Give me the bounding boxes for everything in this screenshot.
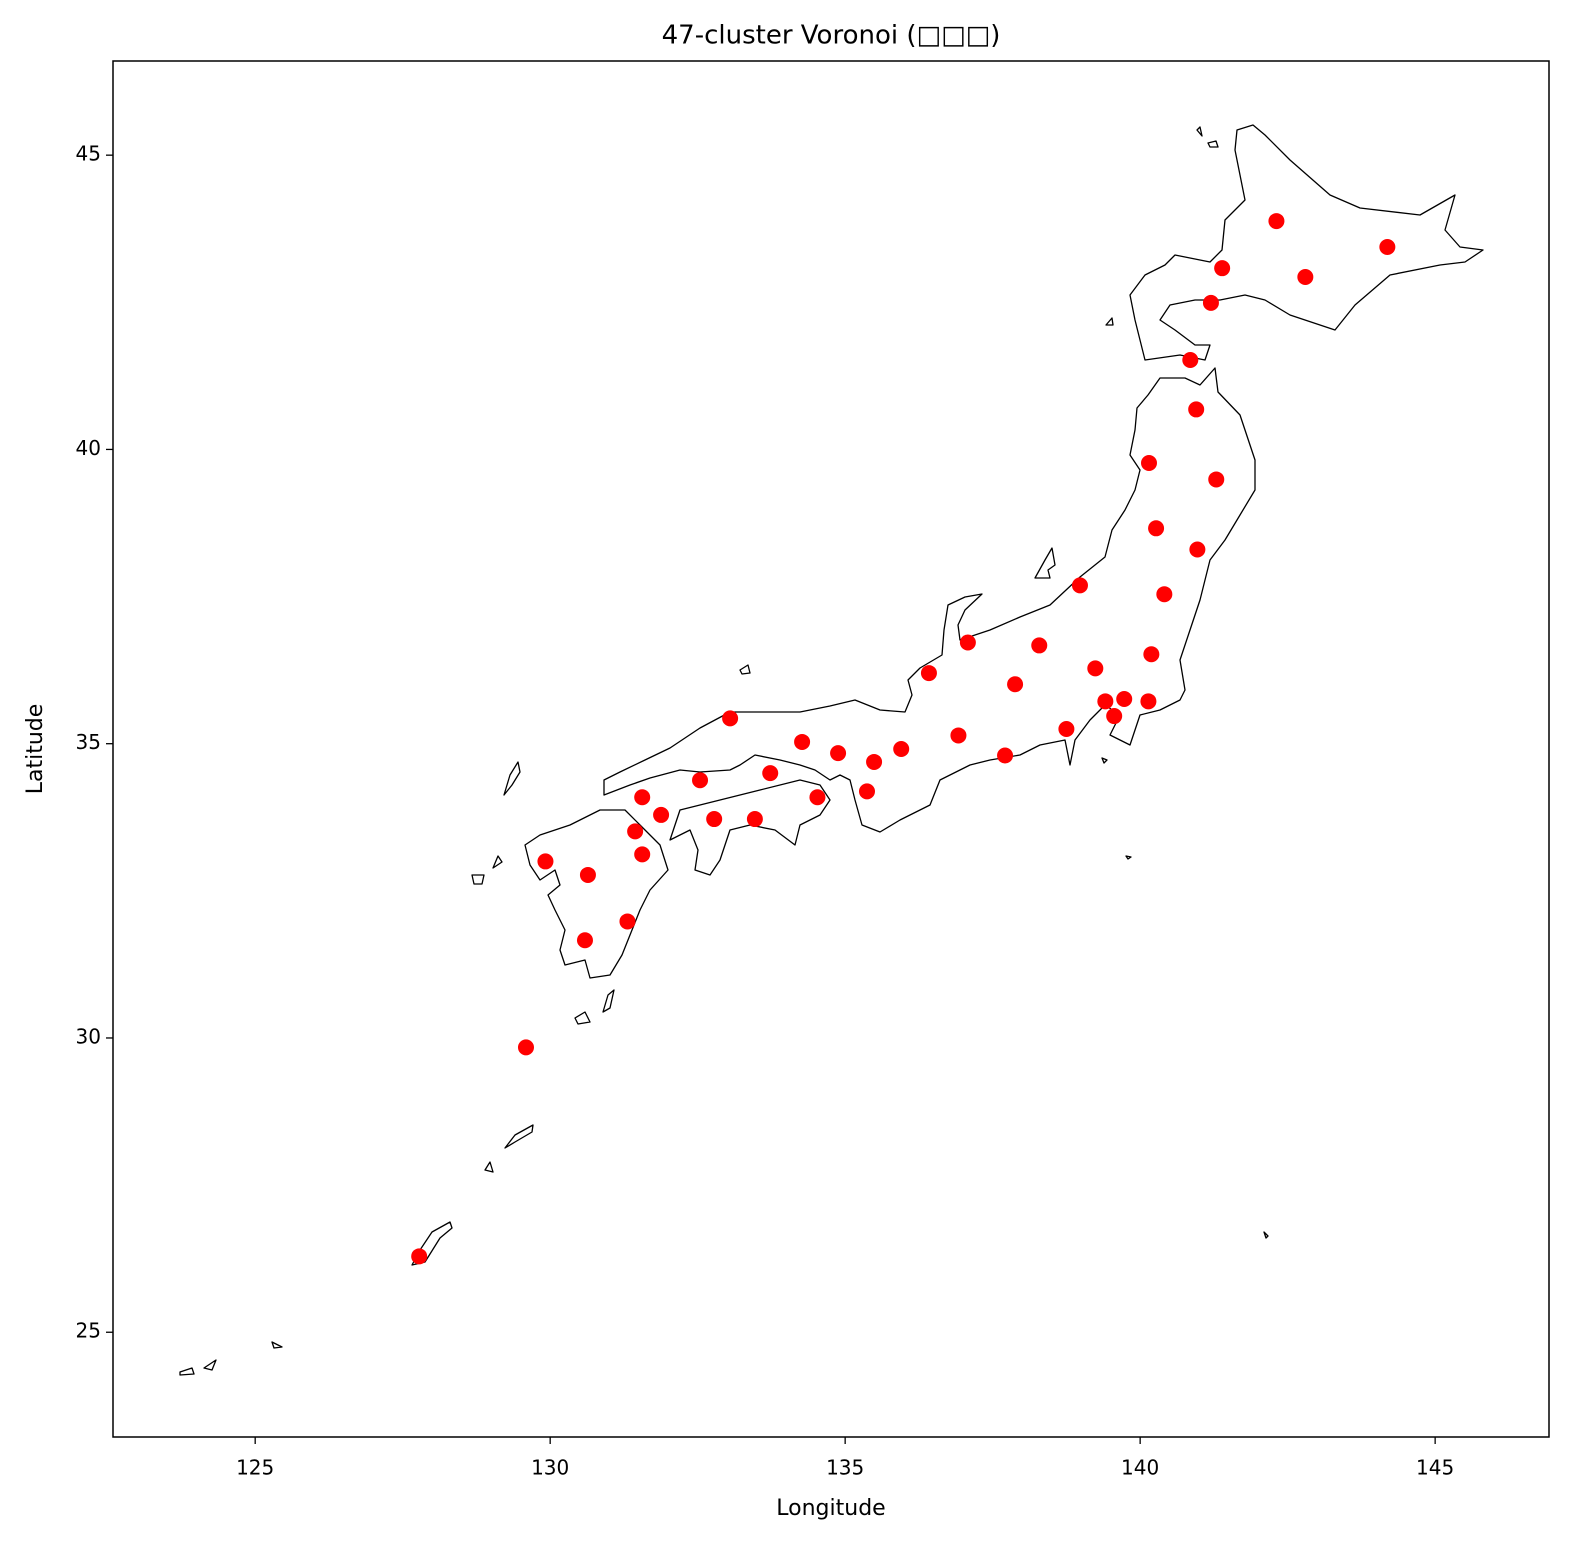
cluster-point <box>1031 637 1048 654</box>
cluster-point <box>893 741 910 757</box>
cluster-point <box>579 866 596 883</box>
cluster-point <box>1156 586 1173 603</box>
cluster-point <box>1202 294 1219 311</box>
cluster-point <box>1116 690 1133 707</box>
cluster-point <box>692 772 709 789</box>
cluster-point <box>959 634 976 651</box>
cluster-point <box>950 727 967 744</box>
cluster-point <box>576 932 593 949</box>
y-tick-label: 35 <box>76 730 101 754</box>
cluster-point <box>722 710 739 727</box>
cluster-point <box>653 806 670 823</box>
cluster-point <box>1097 693 1114 710</box>
cluster-point <box>746 811 763 828</box>
y-axis-label: Latitude <box>23 704 48 795</box>
cluster-point <box>830 745 847 762</box>
cluster-point <box>794 733 811 750</box>
cluster-point <box>634 789 651 806</box>
cluster-point <box>634 846 651 863</box>
cluster-point <box>1071 577 1088 594</box>
y-tick-label: 30 <box>76 1024 101 1048</box>
y-tick-label: 40 <box>76 436 101 460</box>
honshu <box>603 367 1256 833</box>
cluster-point <box>1214 260 1231 277</box>
cluster-point <box>1007 676 1024 693</box>
cluster-point <box>997 747 1014 764</box>
cluster-point <box>1189 541 1206 558</box>
cluster-point <box>619 913 636 930</box>
cluster-point <box>537 853 554 870</box>
cluster-point <box>1148 520 1165 537</box>
cluster-point <box>1058 720 1075 737</box>
cluster-point <box>866 753 883 770</box>
cluster-point <box>1143 646 1160 663</box>
x-tick-label: 135 <box>826 1456 864 1480</box>
cluster-point <box>1140 693 1157 710</box>
cluster-point <box>1182 351 1199 368</box>
shikoku <box>669 779 831 876</box>
x-tick-label: 145 <box>1416 1456 1454 1480</box>
kyushu <box>524 809 669 979</box>
cluster-point <box>858 783 875 800</box>
x-tick-label: 140 <box>1121 1456 1159 1480</box>
islands <box>179 126 1269 1376</box>
cluster-point <box>1268 213 1285 230</box>
y-tick-label: 45 <box>76 142 101 166</box>
cluster-point <box>706 811 723 828</box>
cluster-point <box>1106 708 1123 725</box>
cluster-point <box>762 765 779 782</box>
cluster-point <box>517 1039 534 1056</box>
cluster-point <box>1379 238 1396 255</box>
chart-title: 47-cluster Voronoi (□□□) <box>662 21 1001 51</box>
x-axis-label: Longitude <box>776 1496 885 1521</box>
cluster-point <box>1208 471 1225 488</box>
cluster-point <box>1188 401 1205 418</box>
cluster-point <box>1297 268 1314 285</box>
hokkaido <box>1129 124 1484 361</box>
cluster-point <box>920 665 937 682</box>
coastline <box>179 124 1484 1376</box>
cluster-point <box>627 823 644 840</box>
cluster-point <box>809 789 826 806</box>
x-tick-label: 125 <box>236 1456 274 1480</box>
cluster-point <box>1140 454 1157 471</box>
cluster-point <box>411 1248 428 1265</box>
plot-frame <box>112 60 1550 1438</box>
y-tick-label: 25 <box>76 1319 101 1343</box>
x-tick-label: 130 <box>531 1456 569 1480</box>
cluster-point <box>1087 660 1104 677</box>
